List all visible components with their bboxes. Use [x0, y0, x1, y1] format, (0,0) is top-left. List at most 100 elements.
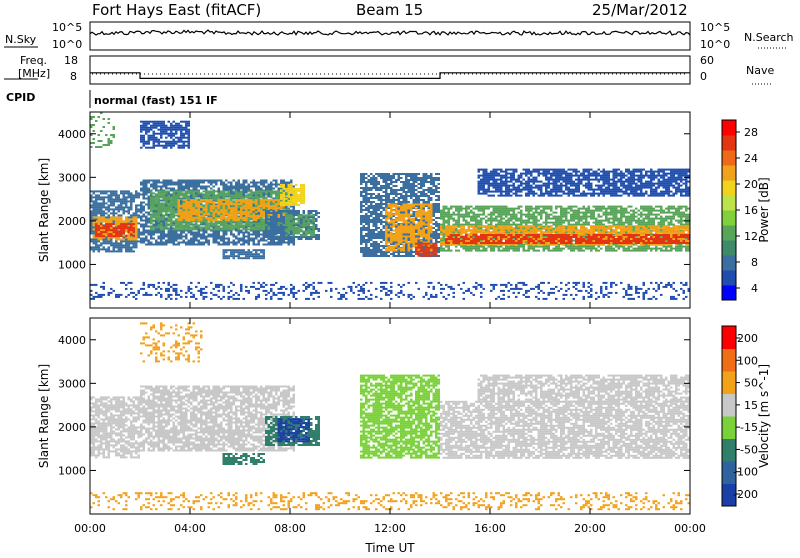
heatmap-cell: [238, 251, 241, 253]
heatmap-cell: [248, 203, 251, 205]
heatmap-cell: [150, 232, 153, 234]
heatmap-cell: [123, 229, 126, 231]
heatmap-cell: [258, 224, 261, 226]
heatmap-cell: [415, 201, 418, 203]
heatmap-cell: [253, 219, 256, 221]
heatmap-cell: [360, 201, 363, 203]
heatmap-cell: [223, 232, 226, 234]
heatmap-cell: [208, 180, 211, 182]
heatmap-cell: [375, 221, 378, 223]
heatmap-cell: [160, 236, 163, 238]
heatmap-cell: [415, 189, 418, 191]
heatmap-cell: [380, 237, 383, 239]
heatmap-cell: [275, 182, 278, 184]
heatmap-cell: [205, 224, 208, 226]
heatmap-cell: [285, 184, 288, 186]
heatmap-cell: [373, 193, 376, 195]
heatmap-cell: [133, 239, 136, 241]
heatmap-cell: [185, 192, 188, 194]
heatmap-cell: [438, 199, 441, 201]
heatmap-cell: [128, 190, 131, 192]
heatmap-cell: [188, 244, 191, 246]
heatmap-cell: [130, 206, 133, 208]
heatmap-cell: [213, 215, 216, 217]
heatmap-cell: [295, 228, 298, 230]
heatmap-cell: [128, 221, 131, 223]
heatmap-cell: [108, 200, 111, 202]
heatmap-cell: [298, 212, 301, 214]
heatmap-cell: [223, 184, 226, 186]
heatmap-cell: [123, 221, 126, 223]
heatmap-cell: [190, 213, 193, 215]
heatmap-cell: [370, 239, 373, 241]
heatmap-cell: [175, 238, 178, 240]
heatmap-cell: [208, 228, 211, 230]
heatmap-cell: [363, 173, 366, 175]
heatmap-cell: [225, 226, 228, 228]
heatmap-cell: [143, 234, 146, 236]
heatmap-cell: [360, 239, 363, 241]
heatmap-cell: [375, 207, 378, 209]
heatmap-cell: [130, 248, 133, 250]
heatmap-cell: [223, 244, 226, 246]
heatmap-cell: [208, 244, 211, 246]
heatmap-cell: [283, 242, 286, 244]
heatmap-cell: [125, 238, 128, 240]
heatmap-cell: [288, 228, 291, 230]
heatmap-cell: [283, 200, 286, 202]
heatmap-cell: [405, 179, 408, 181]
heatmap-cell: [125, 248, 128, 250]
heatmap-cell: [423, 239, 426, 241]
heatmap-cell: [265, 190, 268, 192]
heatmap-cell: [223, 222, 226, 224]
heatmap-cell: [173, 212, 176, 214]
heatmap-cell: [123, 236, 126, 238]
heatmap-cell: [365, 197, 368, 199]
heatmap-cell: [265, 236, 268, 238]
heatmap-cell: [118, 246, 121, 248]
heatmap-cell: [230, 220, 233, 222]
heatmap-cell: [200, 188, 203, 190]
heatmap-cell: [100, 190, 103, 192]
heatmap-cell: [433, 211, 436, 213]
heatmap-cell: [130, 233, 133, 235]
heatmap-cell: [435, 221, 438, 223]
heatmap-cell: [298, 204, 301, 206]
heatmap-cell: [188, 198, 191, 200]
heatmap-cell: [438, 207, 441, 209]
heatmap-cell: [263, 194, 266, 196]
heatmap-cell: [363, 175, 366, 177]
heatmap-cell: [370, 201, 373, 203]
heatmap-cell: [288, 242, 291, 244]
heatmap-cell: [93, 230, 96, 232]
heatmap-cell: [270, 196, 273, 198]
heatmap-cell: [298, 228, 301, 230]
heatmap-cell: [173, 224, 176, 226]
heatmap-cell: [260, 257, 263, 259]
heatmap-cell: [255, 184, 258, 186]
heatmap-cell: [183, 180, 186, 182]
heatmap-cell: [318, 230, 321, 232]
heatmap-cell: [245, 255, 248, 257]
heatmap-cell: [185, 209, 188, 211]
heatmap-cell: [225, 228, 228, 230]
heatmap-cell: [135, 221, 138, 223]
heatmap-cell: [248, 218, 251, 220]
heatmap-cell: [435, 233, 438, 235]
heatmap-cell: [185, 203, 188, 205]
heatmap-cell: [438, 249, 441, 251]
heatmap-cell: [153, 202, 156, 204]
heatmap-cell: [260, 240, 263, 242]
heatmap-cell: [398, 179, 401, 181]
heatmap-cell: [110, 238, 113, 240]
heatmap-cell: [170, 234, 173, 236]
heatmap-cell: [368, 221, 371, 223]
heatmap-cell: [115, 246, 118, 248]
heatmap-cell: [255, 190, 258, 192]
heatmap-cell: [243, 180, 246, 182]
heatmap-cell: [180, 236, 183, 238]
heatmap-cell: [383, 235, 386, 237]
heatmap-cell: [388, 193, 391, 195]
heatmap-cell: [293, 238, 296, 240]
heatmap-cell: [200, 217, 203, 219]
